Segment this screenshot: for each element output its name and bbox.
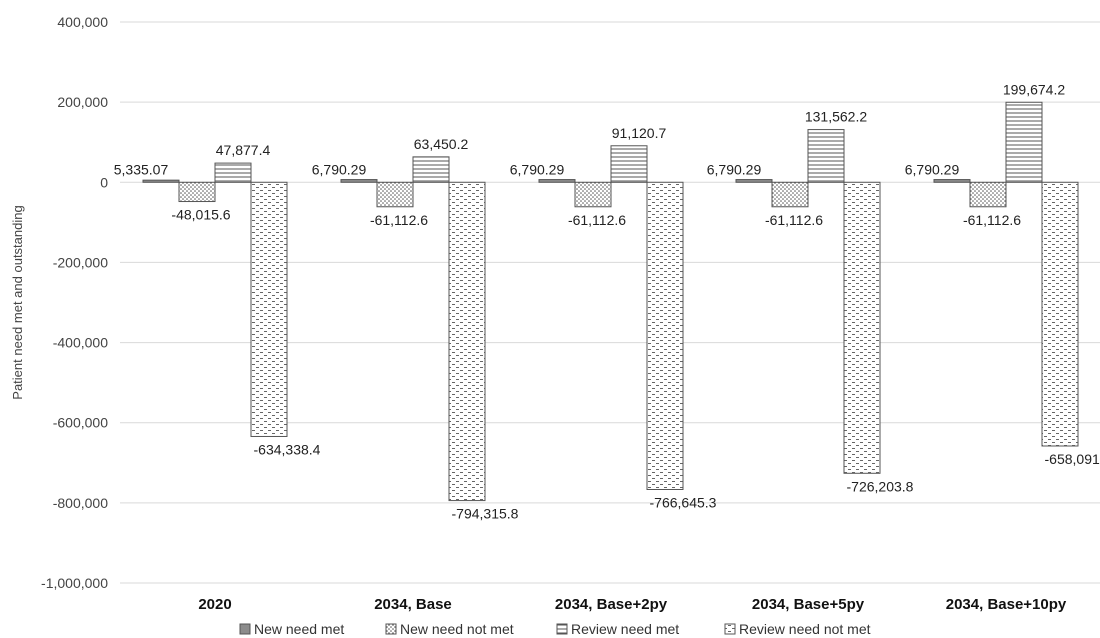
x-category-label: 2034, Base+2py <box>555 596 668 613</box>
data-label: 47,877.4 <box>216 142 271 158</box>
data-label: -61,112.6 <box>963 212 1021 228</box>
bar-new-need-met <box>933 179 971 183</box>
bar-review-need-not-met <box>448 181 486 502</box>
bar-review-need-met <box>214 162 252 183</box>
data-label: -61,112.6 <box>370 212 428 228</box>
y-tick-label: -1,000,000 <box>41 575 108 591</box>
data-label: 131,562.2 <box>805 109 867 125</box>
legend-swatch <box>556 623 568 635</box>
data-label: -658,091.8 <box>1045 451 1100 467</box>
y-tick-label: -800,000 <box>53 495 108 511</box>
data-label: 91,120.7 <box>612 125 667 141</box>
y-tick-label: 0 <box>100 174 108 190</box>
data-label: -794,315.8 <box>452 506 519 522</box>
y-tick-label: 400,000 <box>57 14 108 30</box>
x-category-label: 2034, Base+5py <box>752 596 865 613</box>
bar-new-need-not-met <box>771 181 809 208</box>
legend-swatch <box>239 623 251 635</box>
data-label: 6,790.29 <box>312 161 367 177</box>
data-label: -766,645.3 <box>650 494 717 510</box>
bar-review-need-met <box>610 145 648 183</box>
bar-review-need-not-met <box>646 181 684 490</box>
legend-label: Review need not met <box>739 621 871 637</box>
legend-label: New need met <box>254 621 344 637</box>
data-label: 199,674.2 <box>1003 81 1065 97</box>
data-label: 6,790.29 <box>905 161 960 177</box>
data-label: -61,112.6 <box>765 212 823 228</box>
bar-new-need-met <box>735 179 773 183</box>
x-axis-categories: 2020 2034, Base 2034, Base+2py 2034, Base+5… <box>198 596 1067 613</box>
bar-review-need-not-met <box>1041 181 1079 447</box>
bar-review-need-met <box>1005 101 1043 183</box>
legend: New need met New need not met Review need … <box>239 621 871 637</box>
bar-review-need-met <box>412 156 450 183</box>
data-label: 6,790.29 <box>510 161 565 177</box>
bar-new-need-not-met <box>178 181 216 203</box>
bar-new-need-met <box>340 179 378 183</box>
y-tick-label: 200,000 <box>57 94 108 110</box>
data-label: -48,015.6 <box>171 207 230 223</box>
data-label: -634,338.4 <box>254 441 321 457</box>
x-category-label: 2020 <box>198 596 231 613</box>
bar-review-need-met <box>807 129 845 183</box>
y-axis-ticks: 400,000 200,000 0 -200,000 -400,000 -600,000 -… <box>41 14 108 591</box>
y-axis-title: Patient need met and outstanding <box>10 205 25 399</box>
x-category-label: 2034, Base <box>374 596 452 613</box>
y-tick-label: -400,000 <box>53 335 108 351</box>
data-label: 63,450.2 <box>414 136 469 152</box>
bar-new-need-not-met <box>574 181 612 208</box>
bar-review-need-not-met <box>843 181 881 474</box>
bar-new-need-not-met <box>969 181 1007 208</box>
data-label: 6,790.29 <box>707 161 762 177</box>
data-label: -726,203.8 <box>847 478 914 494</box>
bar-review-need-not-met <box>250 181 288 437</box>
data-label: 5,335.07 <box>114 161 169 177</box>
legend-swatch <box>385 623 397 635</box>
legend-label: New need not met <box>400 621 514 637</box>
bar-new-need-not-met <box>376 181 414 208</box>
bar-new-need-met <box>538 179 576 183</box>
y-tick-label: -200,000 <box>53 254 108 270</box>
legend-label: Review need met <box>571 621 679 637</box>
x-category-label: 2034, Base+10py <box>946 596 1067 613</box>
legend-swatch <box>724 623 736 635</box>
y-tick-label: -600,000 <box>53 415 108 431</box>
bars <box>142 101 1079 502</box>
data-labels: 5,335.07 -48,015.6 47,877.4 -634,338.4 6,790… <box>114 81 1100 521</box>
bar-new-need-met <box>142 179 180 183</box>
data-label: -61,112.6 <box>568 212 626 228</box>
